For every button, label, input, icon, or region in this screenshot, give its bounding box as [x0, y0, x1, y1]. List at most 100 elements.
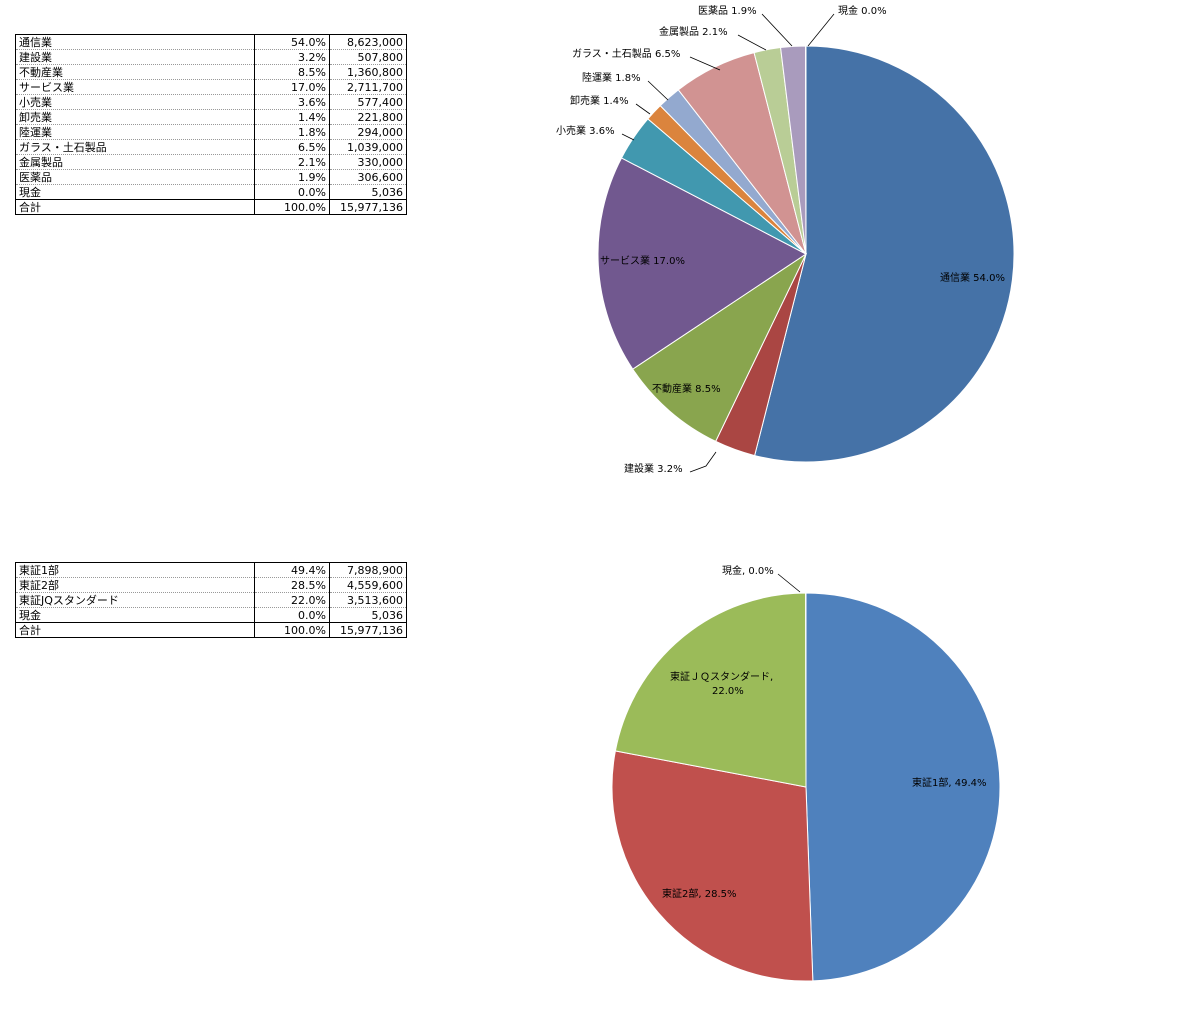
row-name: 不動産業: [15, 64, 255, 80]
leader-line: [807, 13, 835, 47]
table-row: 医薬品 1.9% 306,600: [15, 169, 407, 185]
pie-slice: [632, 252, 808, 443]
table-row: ガラス・土石製品 6.5% 1,039,000: [15, 139, 407, 155]
pie-slice: [614, 592, 807, 788]
row-name: 合計: [15, 622, 255, 638]
table-row: 不動産業 8.5% 1,360,800: [15, 64, 407, 80]
row-name: 通信業: [15, 34, 255, 50]
row-percent: 6.5%: [254, 139, 330, 155]
row-name: 東証2部: [15, 577, 255, 593]
row-value: 4,559,600: [329, 577, 407, 593]
table-row: 金属製品 2.1% 330,000: [15, 154, 407, 170]
slice-label: 小売業 3.6%: [556, 124, 615, 137]
table-row: 小売業 3.6% 577,400: [15, 94, 407, 110]
table-row: 建設業 3.2% 507,800: [15, 49, 407, 65]
market-table: 東証1部 49.4% 7,898,900 東証2部 28.5% 4,559,600 東証JQ…: [15, 562, 407, 638]
row-value: 577,400: [329, 94, 407, 110]
row-percent: 3.6%: [254, 94, 330, 110]
row-percent: 28.5%: [254, 577, 330, 593]
slice-label: ガラス・土石製品 6.5%: [572, 47, 680, 60]
row-percent: 100.0%: [254, 199, 330, 215]
pie-slice: [754, 45, 1015, 463]
row-value: 5,036: [329, 184, 407, 200]
slice-label: 建設業 3.2%: [624, 462, 683, 475]
total-row: 合計 100.0% 15,977,136: [15, 199, 407, 215]
slice-label: 金属製品 2.1%: [659, 25, 728, 38]
row-percent: 100.0%: [254, 622, 330, 638]
row-value: 221,800: [329, 109, 407, 125]
row-value: 507,800: [329, 49, 407, 65]
row-value: 306,600: [329, 169, 407, 185]
table-row: 現金 0.0% 5,036: [15, 184, 407, 200]
pie-slice: [805, 592, 1001, 982]
row-value: 15,977,136: [329, 622, 407, 638]
pie-slice: [611, 750, 814, 982]
row-percent: 54.0%: [254, 34, 330, 50]
row-percent: 8.5%: [254, 64, 330, 80]
table-row: 通信業 54.0% 8,623,000: [15, 34, 407, 50]
pie-slice: [597, 157, 807, 370]
leader-line: [635, 103, 651, 115]
row-name: 陸運業: [15, 124, 255, 140]
slice-label: 東証1部, 49.4%: [912, 776, 987, 789]
table-row: 卸売業 1.4% 221,800: [15, 109, 407, 125]
table-row: 東証2部 28.5% 4,559,600: [15, 577, 407, 593]
industry-table: 通信業 54.0% 8,623,000 建設業 3.2% 507,800 不動産業 8.5% 1…: [15, 34, 407, 215]
row-percent: 0.0%: [254, 184, 330, 200]
slice-label: 現金, 0.0%: [722, 564, 774, 577]
row-value: 330,000: [329, 154, 407, 170]
slice-label: サービス業 17.0%: [600, 254, 685, 267]
row-name: 現金: [15, 184, 255, 200]
row-percent: 0.0%: [254, 607, 330, 623]
row-value: 1,360,800: [329, 64, 407, 80]
leader-line: [761, 13, 793, 47]
leader-line: [689, 451, 717, 473]
row-name: サービス業: [15, 79, 255, 95]
slice-label: 東証2部, 28.5%: [662, 887, 737, 900]
row-value: 2,711,700: [329, 79, 407, 95]
table-row: 東証1部 49.4% 7,898,900: [15, 562, 407, 578]
row-value: 294,000: [329, 124, 407, 140]
row-percent: 49.4%: [254, 562, 330, 578]
leader-line: [689, 56, 721, 71]
slice-label: 通信業 54.0%: [940, 271, 1005, 284]
row-value: 8,623,000: [329, 34, 407, 50]
leader-line: [621, 133, 635, 141]
row-name: 小売業: [15, 94, 255, 110]
row-percent: 1.8%: [254, 124, 330, 140]
row-percent: 1.9%: [254, 169, 330, 185]
row-name: 東証JQスタンダード: [15, 592, 255, 608]
table-row: 現金 0.0% 5,036: [15, 607, 407, 623]
row-name: 東証1部: [15, 562, 255, 578]
table-row: 陸運業 1.8% 294,000: [15, 124, 407, 140]
row-percent: 3.2%: [254, 49, 330, 65]
industry-pie-chart: 通信業 54.0% 建設業 3.2% 不動産業 8.5% サービス業 17.0% 小売業…: [556, 4, 1015, 475]
row-name: 現金: [15, 607, 255, 623]
leader-line: [647, 80, 669, 101]
leader-line: [777, 573, 801, 593]
row-value: 15,977,136: [329, 199, 407, 215]
table-row: 東証JQスタンダード 22.0% 3,513,600: [15, 592, 407, 608]
slice-label: 東証ＪＱスタンダード, 22.0%: [670, 670, 773, 697]
slice-label: 陸運業 1.8%: [582, 71, 641, 84]
row-name: 金属製品: [15, 154, 255, 170]
row-percent: 17.0%: [254, 79, 330, 95]
table-row: サービス業 17.0% 2,711,700: [15, 79, 407, 95]
row-percent: 2.1%: [254, 154, 330, 170]
leader-line: [737, 34, 767, 51]
row-value: 3,513,600: [329, 592, 407, 608]
row-name: 卸売業: [15, 109, 255, 125]
row-value: 7,898,900: [329, 562, 407, 578]
slice-label: 現金 0.0%: [838, 4, 887, 17]
row-percent: 1.4%: [254, 109, 330, 125]
slice-label: 医薬品 1.9%: [698, 5, 757, 17]
slice-label: 卸売業 1.4%: [570, 94, 629, 107]
row-name: 医薬品: [15, 169, 255, 185]
row-name: 合計: [15, 199, 255, 215]
slice-label: 不動産業 8.5%: [652, 382, 721, 395]
total-row: 合計 100.0% 15,977,136: [15, 622, 407, 638]
row-value: 1,039,000: [329, 139, 407, 155]
row-name: 建設業: [15, 49, 255, 65]
row-value: 5,036: [329, 607, 407, 623]
